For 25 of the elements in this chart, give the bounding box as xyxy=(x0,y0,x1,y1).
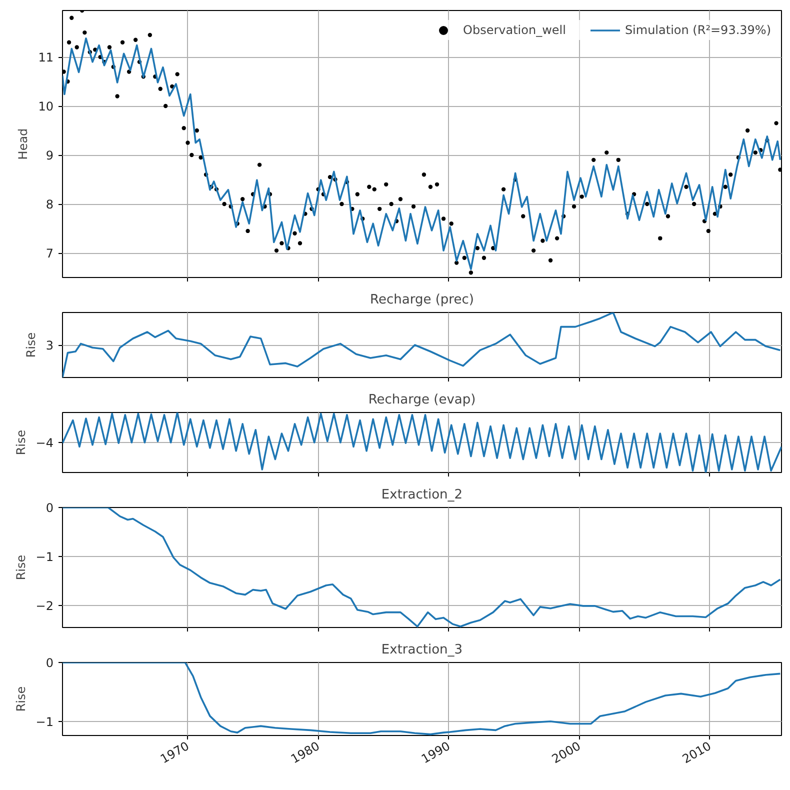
text: 3 xyxy=(46,338,54,352)
y-tick-label: −1 xyxy=(36,714,54,729)
chart-title: Extraction_2 xyxy=(381,488,463,502)
chart-title: Recharge (evap) xyxy=(368,392,476,408)
y-tick-label: 0 xyxy=(46,501,54,515)
y-axis-title: Rise xyxy=(24,332,38,358)
y-tick-label: 0 xyxy=(46,656,54,670)
text: −4 xyxy=(36,436,54,450)
line-series xyxy=(62,508,782,628)
chart-title: Recharge (prec) xyxy=(370,292,474,308)
y-tick-label: 11 xyxy=(38,50,54,65)
y-axis-title: Head xyxy=(16,128,30,160)
y-axis-title: Rise xyxy=(14,686,28,712)
legend-label: Simulation (R²=93.39%) xyxy=(624,23,771,37)
y-tick-label: 9 xyxy=(46,148,54,163)
line-series xyxy=(62,662,782,736)
y-tick-label: 8 xyxy=(46,198,54,212)
y-tick-label: 10 xyxy=(38,100,54,114)
y-tick-label: −2 xyxy=(36,598,54,613)
legend-label: Observation_well xyxy=(463,23,566,37)
chart-title: Extraction_3 xyxy=(381,642,463,658)
y-axis-title: Rise xyxy=(14,430,28,456)
y-axis-title: Rise xyxy=(14,554,28,580)
y-tick-label: 7 xyxy=(46,246,54,261)
y-tick-label: −1 xyxy=(36,550,54,564)
